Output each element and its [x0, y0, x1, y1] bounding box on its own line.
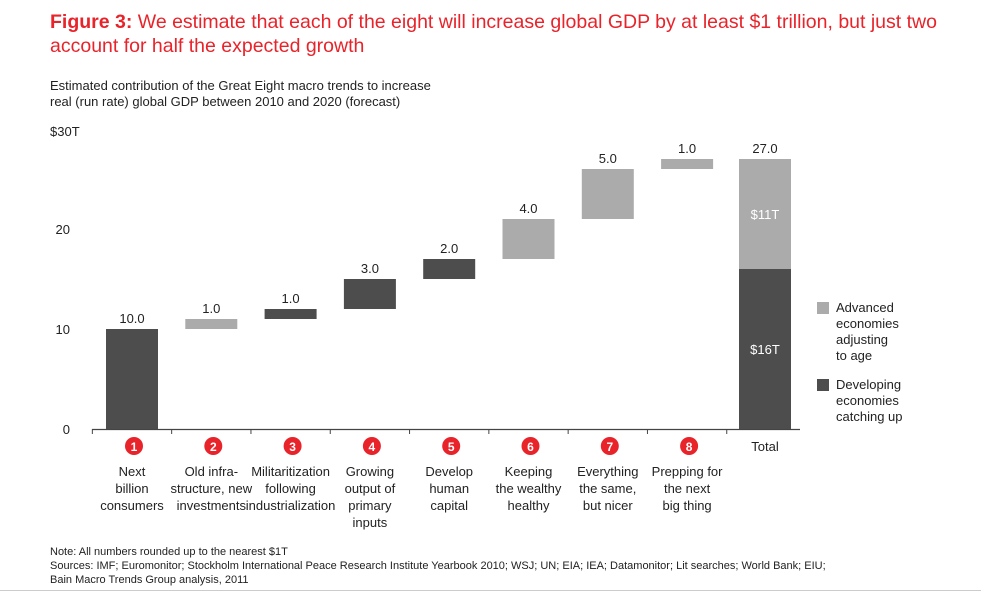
category-label-4: primary [348, 498, 392, 513]
legend-label-advanced: economies [836, 316, 899, 331]
bar-7 [581, 169, 634, 219]
category-label-1: billion [115, 481, 148, 496]
legend-label-advanced: adjusting [836, 332, 888, 347]
category-label-8: Prepping for [652, 464, 723, 479]
bar-3 [264, 309, 317, 319]
total-segment-developing [739, 269, 791, 429]
legend-label-developing: Developing [836, 377, 901, 392]
number-badge-text-2: 2 [210, 440, 217, 454]
category-label-1: consumers [100, 498, 164, 513]
category-label-2: Old infra- [185, 464, 238, 479]
waterfall-chart: 0 10 20 10.0 1 Next billion consumers 1.0 2 Old in… [56, 141, 903, 530]
value-label-6: 4.0 [519, 201, 537, 216]
total-value-label: 27.0 [752, 141, 777, 156]
category-label-6: the wealthy [496, 481, 562, 496]
number-badge-6 [521, 437, 540, 455]
number-badge-8 [680, 437, 699, 455]
footer-sources-line-1: Sources: IMF; Euromonitor; Stockholm Int… [50, 560, 826, 572]
number-badge-text-5: 5 [448, 440, 455, 454]
number-badge-2 [204, 437, 223, 455]
figure-title: Figure 3: We estimate that each of the e… [50, 10, 960, 58]
category-label-5: human [429, 481, 469, 496]
total-category-label: Total [751, 439, 779, 454]
category-label-4: Growing [346, 464, 394, 479]
category-label-1: Next [119, 464, 146, 479]
bar-6 [502, 219, 555, 259]
category-label-8: the next [664, 481, 711, 496]
category-label-5: Develop [425, 464, 473, 479]
chart-footer: Note: All numbers rounded up to the near… [50, 545, 950, 587]
bar-1 [106, 329, 158, 429]
legend-label-advanced: to age [836, 348, 872, 363]
category-label-7: Everything [577, 464, 638, 479]
category-label-4: inputs [353, 515, 388, 530]
value-label-7: 5.0 [599, 151, 617, 166]
number-badge-3 [283, 437, 302, 455]
number-badge-1 [125, 437, 143, 455]
y-axis-unit-label: $30T [50, 124, 80, 139]
footer-note: Note: All numbers rounded up to the near… [50, 546, 288, 558]
category-label-4: output of [345, 481, 396, 496]
number-badge-text-7: 7 [606, 440, 613, 454]
y-tick-label: 0 [63, 422, 70, 437]
number-badge-text-4: 4 [369, 440, 376, 454]
category-label-5: capital [430, 498, 468, 513]
footer-sources-line-2: Bain Macro Trends Group analysis, 2011 [50, 574, 249, 586]
number-badge-text-3: 3 [289, 440, 296, 454]
subtitle-line-2: real (run rate) global GDP between 2010 … [50, 94, 401, 109]
category-label-2: investments [177, 498, 247, 513]
number-badge-text-8: 8 [686, 440, 693, 454]
legend-swatch-advanced [817, 302, 829, 314]
legend-swatch-developing [817, 379, 829, 391]
bar-4 [343, 279, 396, 309]
category-label-3: Militaritization [251, 464, 330, 479]
value-label-2: 1.0 [202, 301, 220, 316]
bar-8 [661, 159, 714, 169]
category-label-6: Keeping [505, 464, 553, 479]
category-label-7: but nicer [583, 498, 634, 513]
category-label-2: structure, new [170, 481, 252, 496]
y-tick-label: 20 [56, 222, 70, 237]
number-badge-text-6: 6 [527, 440, 534, 454]
legend-label-advanced: Advanced [836, 300, 894, 315]
legend-label-developing: catching up [836, 409, 903, 424]
value-label-3: 1.0 [282, 291, 300, 306]
number-badge-4 [362, 437, 381, 455]
bar-5 [423, 259, 476, 279]
total-segment-advanced [739, 159, 791, 269]
category-label-3: industrialization [246, 498, 336, 513]
total-segment-label-advanced: $11T [751, 207, 780, 222]
value-label-5: 2.0 [440, 241, 458, 256]
chart-subtitle: Estimated contribution of the Great Eigh… [50, 78, 470, 110]
category-label-7: the same, [579, 481, 636, 496]
category-label-3: following [265, 481, 316, 496]
value-label-8: 1.0 [678, 141, 696, 156]
y-tick-label: 10 [56, 322, 70, 337]
bottom-divider [0, 590, 981, 591]
category-label-6: healthy [508, 498, 550, 513]
figure-title-lead: Figure 3: [50, 11, 133, 33]
category-label-8: big thing [663, 498, 712, 513]
value-label-1: 10.0 [119, 311, 144, 326]
number-badge-text-1: 1 [131, 440, 138, 454]
number-badge-5 [442, 437, 461, 455]
subtitle-line-1: Estimated contribution of the Great Eigh… [50, 78, 431, 93]
total-segment-label-developing: $16T [750, 342, 780, 357]
bar-2 [185, 319, 238, 329]
figure-title-text: We estimate that each of the eight will … [50, 11, 937, 57]
legend-label-developing: economies [836, 393, 899, 408]
number-badge-7 [600, 437, 619, 455]
value-label-4: 3.0 [361, 261, 379, 276]
